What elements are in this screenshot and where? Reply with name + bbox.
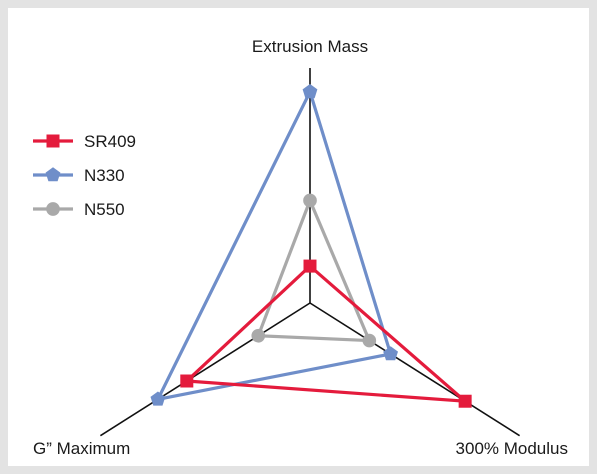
- legend-marker-sr409: [46, 134, 60, 148]
- data-point-n330-2: [383, 346, 398, 361]
- data-point-n550-0: [303, 193, 317, 208]
- axis-line-2: [309, 302, 521, 437]
- legend: SR409 N330 N550: [33, 132, 136, 219]
- data-point-n330-1: [150, 391, 166, 406]
- axes-group: [99, 68, 521, 437]
- data-point-sr409-1: [180, 374, 194, 388]
- axis-line-1: [99, 302, 311, 437]
- axis-label-g-maximum: G” Maximum: [33, 439, 130, 458]
- series-group: [150, 84, 472, 408]
- legend-label-n330: N330: [84, 166, 125, 185]
- series-line-sr409: [183, 263, 470, 404]
- axis-label-extrusion-mass: Extrusion Mass: [252, 37, 368, 56]
- legend-label-sr409: SR409: [84, 132, 136, 151]
- axis-label-300-modulus: 300% Modulus: [456, 439, 568, 458]
- data-point-n330-0: [302, 84, 318, 99]
- axis-labels-group: Extrusion Mass G” Maximum 300% Modulus: [33, 37, 568, 458]
- legend-marker-n550: [46, 202, 60, 216]
- legend-marker-n330: [45, 167, 61, 182]
- series-line-n330: [155, 87, 393, 402]
- data-point-sr409-2: [458, 394, 472, 408]
- legend-label-n550: N550: [84, 200, 125, 219]
- data-point-n550-2: [362, 333, 377, 348]
- series-line-n550: [256, 196, 372, 343]
- data-point-sr409-0: [303, 259, 317, 273]
- data-point-n550-1: [251, 328, 266, 343]
